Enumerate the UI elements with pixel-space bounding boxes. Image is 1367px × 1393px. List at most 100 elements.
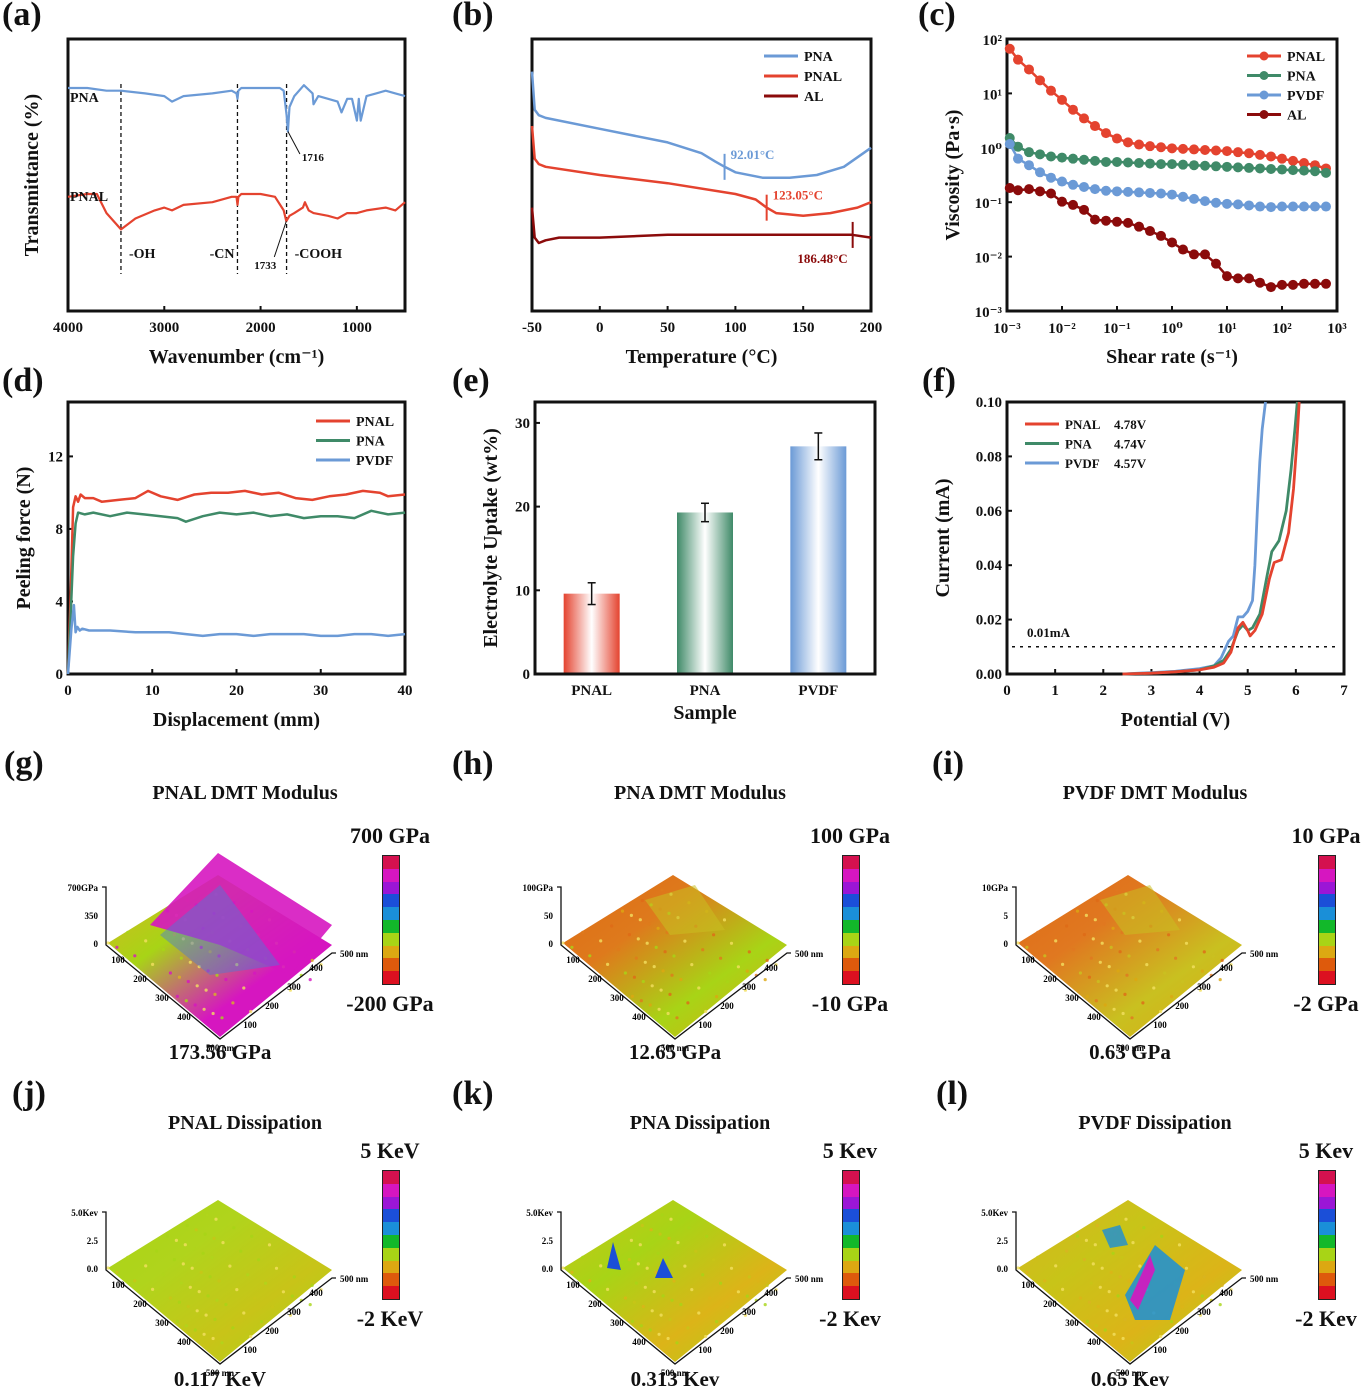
afm-texture: [1123, 1317, 1127, 1321]
colorbar-segment: [843, 1209, 859, 1223]
afm-axes: [102, 886, 336, 1040]
chart-e-frame: [533, 400, 877, 676]
afm-texture: [1114, 988, 1118, 992]
afm-texture: [1016, 1266, 1020, 1270]
chart-d-ytick-label: 12: [48, 449, 63, 465]
afm-texture: [743, 1313, 747, 1317]
chart-c-point-pvdf: [1156, 188, 1166, 199]
afm-texture: [126, 1255, 130, 1259]
chart-c-legend-label: PVDF: [1287, 89, 1324, 104]
chart-c-xtick-label: 10²: [1272, 321, 1292, 337]
afm-texture: [1082, 933, 1086, 937]
afm-texture: [663, 950, 667, 954]
chart-c-point-pvdf: [1013, 153, 1023, 164]
afm-texture: [645, 1266, 649, 1270]
afm-texture: [634, 1281, 638, 1285]
afm-texture: [661, 969, 665, 973]
afm-texture: [165, 1234, 170, 1238]
afm-texture: [1075, 909, 1080, 913]
chart-c-point-pna: [1200, 160, 1210, 171]
colorbar-segment: [1319, 1234, 1335, 1248]
afm-texture: [1184, 1266, 1189, 1270]
afm-texture: [1112, 1332, 1116, 1336]
chart-a-xtick-label: 1000: [342, 320, 372, 336]
afm-texture: [1202, 1275, 1206, 1279]
afm-texture: [765, 1283, 769, 1287]
afm-texture: [155, 1249, 159, 1253]
chart-a-arrow-1716: [287, 131, 301, 155]
chart-c-point-pna: [1101, 156, 1111, 167]
afm-texture: [588, 954, 592, 958]
afm-texture: [1054, 1264, 1058, 1268]
afm-texture: [212, 1236, 216, 1240]
colorbar-segment: [1319, 932, 1335, 946]
chart-c-point-pnal: [1013, 54, 1023, 65]
colorbar-segment: [1319, 945, 1335, 959]
afm-texture: [736, 965, 740, 969]
chart-c-point-pvdf: [1112, 186, 1122, 197]
chart-e-ytick-label: 20: [515, 500, 530, 516]
chart-c-point-pvdf: [1200, 196, 1210, 207]
afm-texture: [1085, 1319, 1089, 1323]
afm-z-label: 10GPa: [982, 883, 1008, 893]
chart-c-point-al: [1024, 184, 1034, 195]
chart-b-xtick-label: 0: [596, 320, 604, 336]
chart-c-point-al: [1310, 278, 1320, 289]
afm-texture: [1093, 918, 1097, 922]
afm-texture: [697, 1311, 701, 1315]
chart-b-series-pna: [530, 71, 872, 179]
chart-c-xtick-label: 10⁻¹: [1103, 321, 1130, 337]
afm-texture: [659, 988, 663, 992]
afm-texture: [193, 1328, 197, 1332]
colorbar-segment: [1319, 1273, 1335, 1287]
afm-texture: [1115, 888, 1119, 892]
afm-texture: [747, 950, 751, 954]
colorbar-segment: [843, 856, 859, 869]
chart-c-point-pna: [1035, 149, 1045, 160]
chart-b-legend-label: PNA: [804, 50, 834, 65]
afm-texture: [246, 1273, 250, 1277]
chart-c-point-pnal: [1134, 139, 1144, 150]
afm-texture: [1109, 945, 1113, 949]
chart-e-ytick-label: 30: [515, 416, 530, 432]
afm-texture: [208, 950, 212, 954]
afm-texture: [1071, 947, 1076, 952]
afm-texture: [151, 1287, 155, 1291]
afm-mean-value-i: 0.63 GPa: [1089, 1040, 1171, 1064]
afm-texture: [1100, 941, 1104, 945]
afm-x-tick: 200: [133, 1299, 147, 1309]
chart-c-point-pnal: [1288, 155, 1298, 166]
afm-texture: [654, 945, 658, 949]
afm-texture: [281, 1290, 285, 1294]
afm-texture: [648, 1328, 652, 1332]
afm-surface-i: 10GPa 5 0 100 100 200 200 300 300 400 400 500 nm 500…: [982, 875, 1279, 1053]
afm-texture: [670, 1298, 674, 1302]
chart-c-point-pna: [1233, 162, 1243, 173]
chart-d-xtick-label: 30: [313, 683, 328, 699]
chart-c-point-al: [1090, 214, 1100, 225]
afm-texture: [228, 1264, 232, 1268]
chart-d-legend-label: PVDF: [356, 454, 393, 469]
afm-texture: [168, 971, 172, 975]
afm-texture: [1180, 980, 1185, 984]
afm-texture: [260, 995, 264, 999]
afm-z-label: 5.0Kev: [526, 1208, 553, 1218]
chart-c-point-pna: [1123, 157, 1133, 168]
afm-texture: [1095, 898, 1099, 903]
afm-y-tick: 100: [1153, 1345, 1167, 1355]
chart-c-point-pna: [1024, 147, 1034, 158]
afm-texture: [765, 958, 769, 962]
afm-texture: [1220, 1283, 1224, 1287]
afm-z-label: 0: [549, 939, 554, 949]
afm-x-tick: 400: [177, 1012, 191, 1022]
afm-texture: [570, 1270, 574, 1274]
afm-x-end-label: 500 nm: [661, 1043, 690, 1053]
chart-c-point-pnal: [1024, 64, 1034, 75]
chart-c-point-pnal: [1035, 75, 1045, 86]
colorbar-segment: [383, 1286, 399, 1299]
chart-c-legend-marker: [1259, 51, 1269, 61]
afm-x-tick: 400: [632, 1012, 646, 1022]
afm-surface-j: 5.0Kev 2.5 0.0 100 100 200 200 300 300 400 400 500 …: [71, 1200, 369, 1378]
afm-texture: [133, 954, 137, 958]
afm-z-label: 0.0: [997, 1264, 1009, 1274]
